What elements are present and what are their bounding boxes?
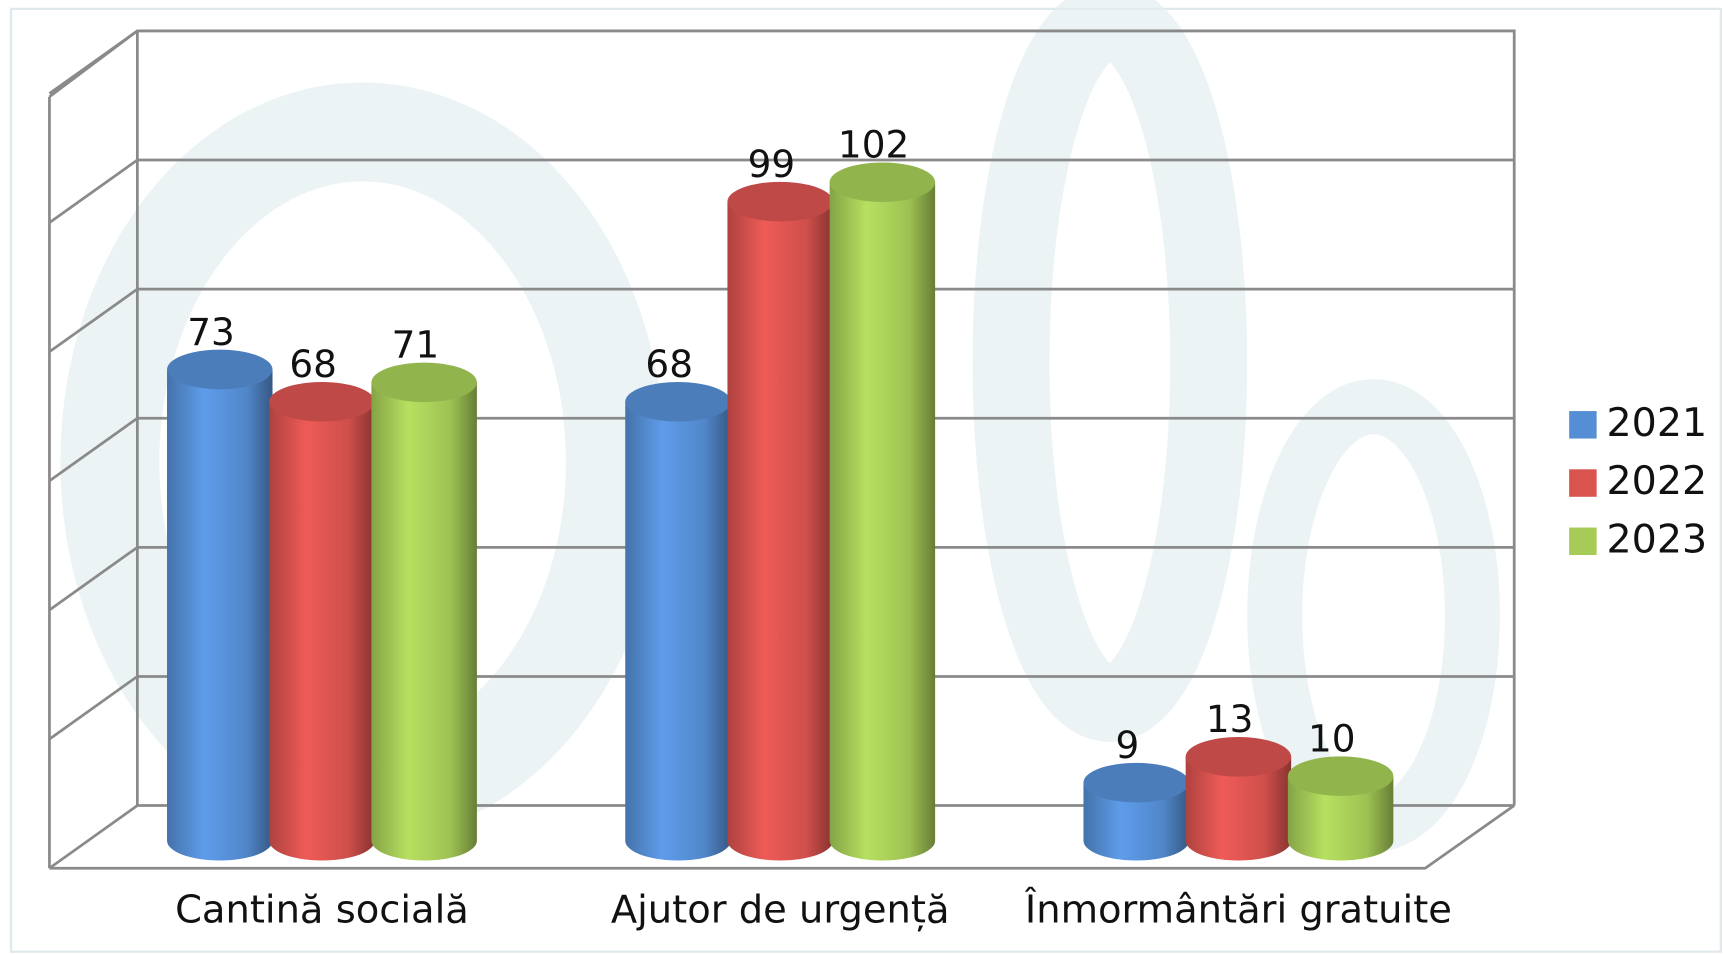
data-label: 13: [1206, 697, 1254, 741]
bar-body: [1287, 776, 1394, 861]
legend-swatch: [1569, 527, 1597, 556]
data-label: 73: [187, 310, 235, 354]
grid-line: [48, 416, 1515, 482]
data-label: 10: [1308, 716, 1356, 760]
bar: [269, 381, 375, 861]
bar-top: [625, 381, 731, 422]
bar: [1083, 762, 1189, 861]
data-label: 71: [392, 323, 440, 367]
bar-body: [727, 201, 833, 861]
bar: [1287, 756, 1394, 861]
bar: [371, 362, 477, 861]
plot-walls: [48, 29, 1516, 870]
grid-line: [48, 804, 1515, 870]
x-tick-label: Înmormântări gratuite: [1024, 886, 1452, 933]
bar-body: [829, 182, 936, 861]
bar: [829, 162, 936, 861]
x-tick-label: Cantină socială: [175, 888, 469, 933]
bar-top: [829, 162, 936, 203]
bar: [167, 349, 273, 861]
legend-label: 2022: [1607, 458, 1708, 504]
bar-body: [1083, 782, 1189, 861]
bar-body: [269, 401, 375, 861]
legend-swatch: [1569, 411, 1597, 439]
bar-body: [625, 401, 731, 861]
bar-top: [1185, 737, 1292, 777]
bar: [1185, 737, 1292, 861]
data-label: 9: [1116, 723, 1140, 767]
legend-label: 2021: [1607, 400, 1708, 446]
x-tick-label: Ajutor de urgență: [611, 888, 950, 933]
bar-body: [371, 382, 477, 861]
bar-top: [1083, 762, 1189, 803]
grid-line: [48, 545, 1515, 612]
data-label: 99: [748, 142, 796, 186]
legend-label: 2023: [1607, 516, 1708, 562]
bar-body: [167, 369, 273, 861]
bar-top: [371, 362, 477, 403]
data-label: 102: [838, 123, 909, 167]
grid-line: [48, 675, 1515, 741]
grid-line: [48, 158, 1515, 224]
bar-top: [1287, 756, 1394, 796]
legend-swatch: [1569, 469, 1597, 497]
data-label: 68: [289, 342, 337, 386]
bar-top: [269, 381, 375, 422]
grid-line: [48, 287, 1515, 353]
grid-line: [48, 29, 1515, 95]
floor-edge: [49, 804, 1516, 870]
bar: [727, 181, 833, 861]
bar: [625, 381, 731, 861]
bar-body: [1185, 756, 1292, 861]
bar-top: [167, 349, 273, 390]
data-label: 68: [645, 342, 693, 386]
bar-top: [727, 181, 833, 222]
